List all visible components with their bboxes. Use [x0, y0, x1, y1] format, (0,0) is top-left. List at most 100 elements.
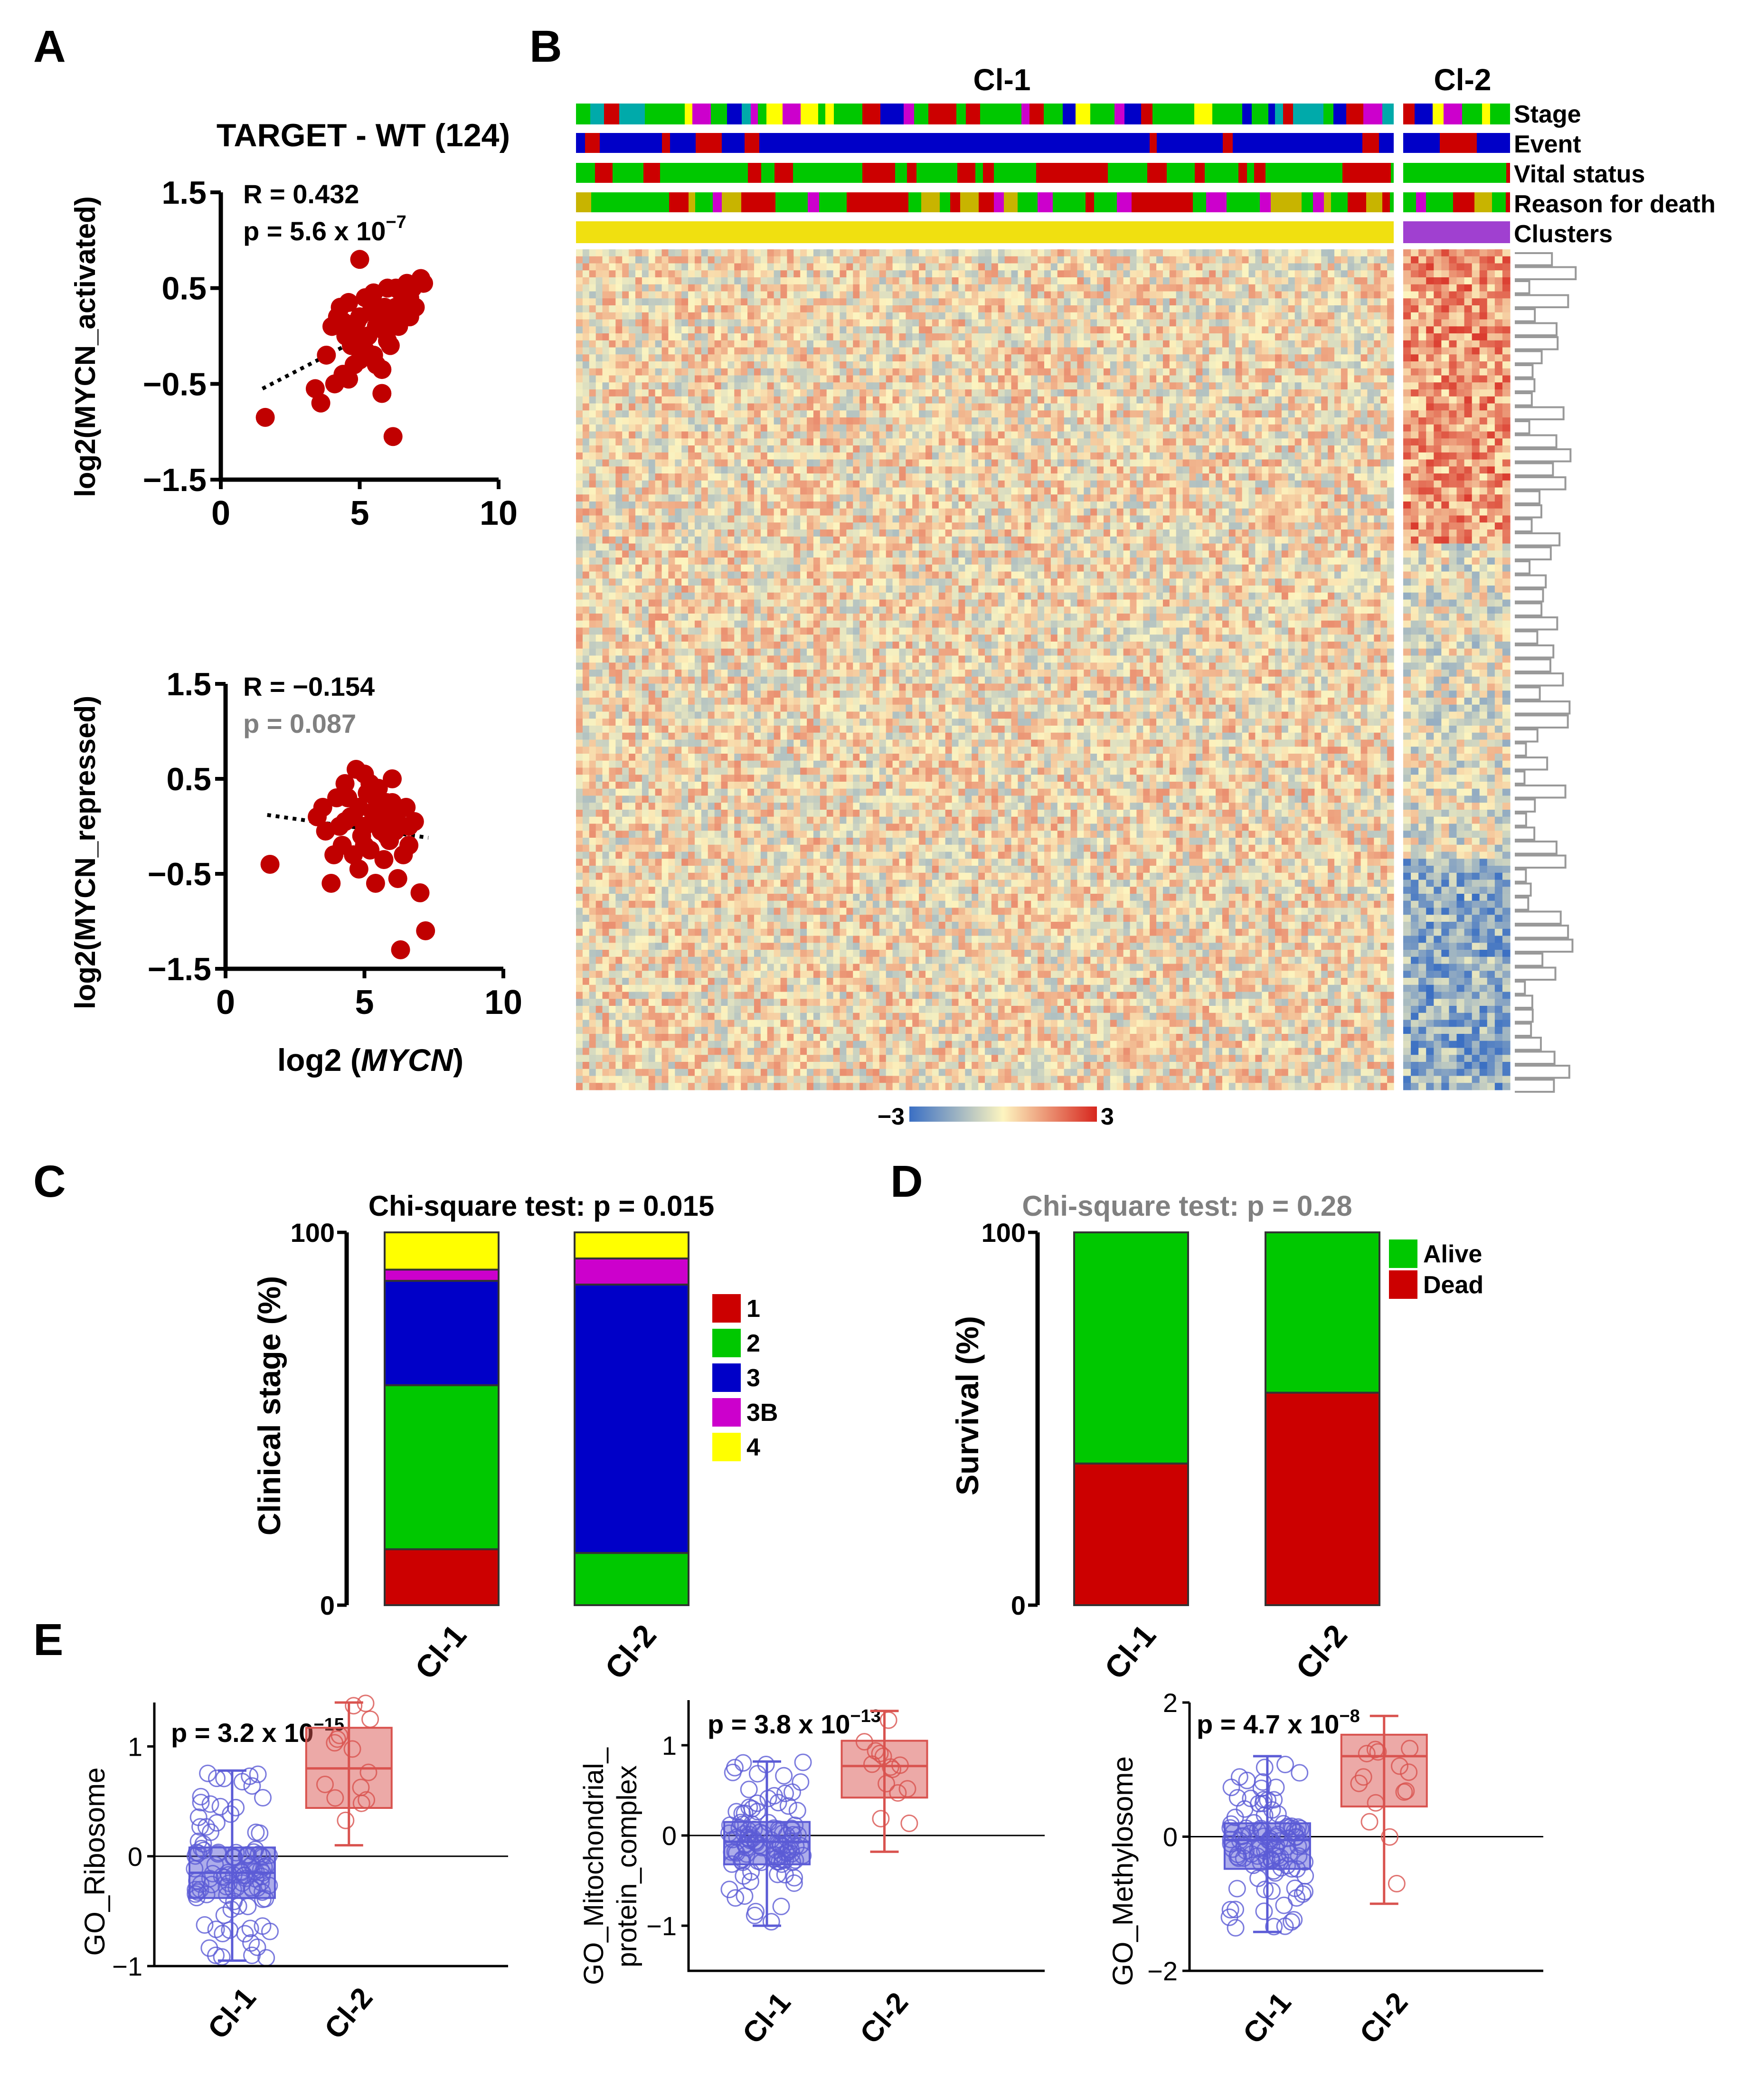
heatmap-cell [708, 249, 715, 256]
heatmap-cell [1024, 348, 1031, 355]
heatmap-cell [1361, 249, 1368, 256]
heatmap-cell [873, 256, 879, 264]
annotation-cell [660, 163, 679, 183]
heatmap-cell [649, 256, 655, 264]
heatmap-cell [1163, 305, 1170, 312]
heatmap-cell [1426, 320, 1434, 327]
heatmap-cell [853, 292, 859, 299]
heatmap-cell [1130, 305, 1137, 312]
heatmap-cell [1176, 292, 1183, 299]
heatmap-cell [840, 305, 846, 312]
heatmap-cell [1321, 305, 1328, 312]
heatmap-cell [1495, 341, 1503, 348]
annotation-cell [1193, 192, 1199, 212]
heatmap-cell [1110, 256, 1117, 264]
annotation-cell [1281, 133, 1291, 153]
heatmap-cell [1341, 256, 1348, 264]
annotation-cell [947, 133, 961, 153]
scatter-a2: log2(MYCN_repressed) R = −0.154 p = 0.08… [69, 666, 522, 1078]
heatmap-cell [1255, 333, 1262, 341]
heatmap-cell [1183, 341, 1190, 348]
heatmap-cell [912, 341, 919, 348]
heatmap-cell [1202, 256, 1209, 264]
heatmap-cell [1380, 326, 1387, 333]
annotation-cell [1225, 104, 1242, 124]
heatmap-cell [1411, 256, 1419, 264]
heatmap-cell [715, 341, 721, 348]
heatmap-cell [675, 326, 681, 333]
heatmap-cell [840, 312, 846, 320]
heatmap-cell [1480, 292, 1488, 299]
heatmap-cell [576, 305, 583, 312]
heatmap-cell [1295, 305, 1302, 312]
heatmap-cell [662, 305, 669, 312]
heatmap-cell [635, 264, 642, 271]
heatmap-cell [853, 333, 859, 341]
heatmap-cell [813, 320, 820, 327]
a1-stat-p: p = 5.6 x 10−7 [243, 212, 406, 246]
heatmap-cell [1464, 348, 1473, 355]
heatmap-cell [681, 326, 688, 333]
heatmap-cell [708, 292, 715, 299]
heatmap-cell [1170, 249, 1176, 256]
heatmap-cell [747, 298, 754, 305]
heatmap-cell [1242, 264, 1249, 271]
heatmap-cell [998, 284, 1005, 292]
heatmap-cell [1434, 284, 1442, 292]
annotation-cell [1333, 104, 1346, 124]
heatmap-cell [1097, 298, 1104, 305]
heatmap-cell [886, 249, 893, 256]
heatmap-cell [1361, 333, 1368, 341]
heatmap-cell [1418, 341, 1426, 348]
heatmap-cell [1038, 312, 1044, 320]
heatmap-cell [1097, 333, 1104, 341]
annotation-cell [1483, 163, 1492, 183]
heatmap-cell [708, 354, 715, 361]
heatmap-cell [1038, 277, 1044, 284]
heatmap-cell [1418, 292, 1426, 299]
annotation-cell [1283, 163, 1297, 183]
heatmap-cell [583, 312, 589, 320]
heatmap-cell [787, 277, 793, 284]
heatmap-cell [1464, 249, 1473, 256]
A1-point [367, 355, 386, 374]
heatmap-cell [1136, 348, 1143, 355]
heatmap-cell [1018, 284, 1024, 292]
heatmap-cell [1502, 256, 1511, 264]
heatmap-cell [675, 333, 681, 341]
heatmap-cell [1426, 305, 1434, 312]
A2-point [386, 822, 405, 841]
heatmap-cell [715, 249, 721, 256]
heatmap-cell [1275, 249, 1282, 256]
heatmap-cell [1117, 264, 1124, 271]
heatmap-cell [1209, 341, 1216, 348]
heatmap-cell [1196, 320, 1202, 327]
heatmap-cell [1464, 256, 1473, 264]
heatmap-cell [985, 333, 992, 341]
heatmap-cell [972, 298, 978, 305]
scatter-a1: TARGET - WT (124) log2(MYCN_activated) R… [69, 117, 518, 532]
heatmap-cell [866, 348, 873, 355]
heatmap-cell [596, 341, 603, 348]
heatmap-cell [992, 333, 998, 341]
heatmap-cell [1434, 264, 1442, 271]
heatmap-cell [873, 341, 879, 348]
heatmap-cell [1005, 249, 1011, 256]
heatmap-cell [1295, 264, 1302, 271]
heatmap-cell [695, 305, 701, 312]
heatmap-cell [629, 348, 635, 355]
heatmap-cell [1117, 312, 1124, 320]
heatmap-cell [1248, 326, 1255, 333]
heatmap-cell [1374, 341, 1380, 348]
heatmap-cell [695, 284, 701, 292]
heatmap-cell [965, 249, 972, 256]
heatmap-cell [906, 354, 912, 361]
heatmap-cell [655, 256, 662, 264]
heatmap-cell [1403, 326, 1411, 333]
heatmap-cell [774, 354, 781, 361]
annotation-cell [880, 104, 889, 124]
heatmap-cell [596, 326, 603, 333]
heatmap-cell [939, 348, 945, 355]
heatmap-cell [761, 333, 767, 341]
heatmap-cell [589, 292, 596, 299]
